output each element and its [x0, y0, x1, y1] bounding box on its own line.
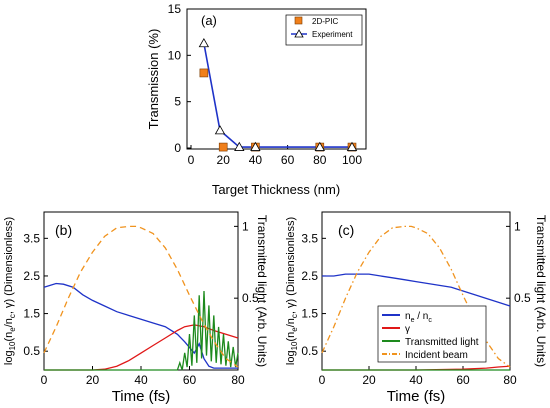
x-tick-label-60: 60 [456, 373, 470, 387]
panel-c-label: (c) [338, 222, 354, 238]
panel-c-left-ticks: 0.5 1.5 2.5 3.5 [301, 231, 326, 358]
panel-c-x-ticks: 0 20 40 60 80 [319, 366, 517, 387]
legend-gamma-label: γ [405, 324, 410, 335]
panel-b-label: (b) [55, 222, 72, 238]
panel-a-series [198, 37, 358, 152]
legend-incident-label: Incident beam [405, 350, 468, 361]
experiment-point [250, 141, 261, 151]
ne-nc-line [322, 273, 511, 307]
panel-a-frame [186, 8, 367, 150]
experiment-point [234, 141, 245, 151]
y-tick-label-0: 0 [174, 141, 181, 155]
x-tick-label-0: 0 [319, 373, 326, 387]
2d-pic-point [199, 68, 209, 78]
legend-2d-pic-marker [294, 16, 303, 25]
legend-experiment-marker [294, 29, 304, 38]
left-tick-label-0-5: 0.5 [301, 344, 318, 358]
panel-c-left-axis-label: log10(ne/nc, γ) (Dimensionless) [285, 217, 299, 365]
x-tick-label-60: 60 [183, 373, 197, 387]
panel-c-right-ticks: 0.51 [506, 219, 531, 305]
x-tick-label-40: 40 [134, 373, 148, 387]
panel-b-right-axis-label: Transmitted light (Arb. Units) [255, 215, 269, 367]
x-tick-label-0: 0 [41, 373, 48, 387]
x-tick-label-0: 0 [188, 153, 195, 167]
left-tick-label-2-5: 2.5 [23, 269, 40, 283]
x-tick-label-80: 80 [503, 373, 517, 387]
2d-pic-point [218, 142, 228, 152]
x-tick-label-40: 40 [249, 153, 263, 167]
right-tick-label-1: 1 [514, 219, 521, 233]
panel-a-legend: 2D-PIC Experiment [285, 14, 363, 46]
incident-beam-line [43, 225, 239, 368]
experiment-point [214, 125, 226, 135]
left-tick-label-2-5: 2.5 [301, 269, 318, 283]
panel-a-label: (a) [201, 13, 217, 28]
panel-b: (b) 0 20 40 60 80 0.51.52.53.5 0.51 Time (fs… [3, 211, 269, 405]
panel-c-x-axis-label: Time (fs) [387, 388, 446, 405]
left-tick-label-1-5: 1.5 [301, 307, 318, 321]
panel-b-x-axis-label: Time (fs) [112, 388, 171, 405]
panel-a-x-ticks: 0 20 40 60 80 100 [188, 145, 362, 167]
panel-c-right-axis-label: Transmitted light (Arb. Units) [534, 215, 548, 367]
panel-b-x-ticks: 0 20 40 60 80 [41, 366, 245, 387]
right-tick-label-1: 1 [242, 219, 249, 233]
panel-b-frame [43, 211, 239, 371]
legend-transmitted-label: Transmitted light [405, 337, 479, 348]
legend-2d-pic-label: 2D-PIC [312, 17, 338, 26]
experiment-line [203, 43, 352, 148]
panel-b-series [43, 225, 239, 371]
x-tick-label-20: 20 [86, 373, 100, 387]
x-tick-label-20: 20 [217, 153, 231, 167]
y-tick-label-5: 5 [174, 95, 181, 109]
panel-a-y-axis-label: Transmission (%) [146, 29, 161, 130]
x-tick-label-80: 80 [231, 373, 245, 387]
experiment-point [346, 141, 358, 151]
panel-c-legend: ne / nc γ Transmitted light Incident bea… [377, 305, 487, 363]
panel-b-right-ticks: 0.51 [234, 219, 259, 305]
x-tick-label-100: 100 [342, 153, 362, 167]
panel-a: (a) 0 20 40 60 80 100 0 5 10 15 Target Thickness… [146, 2, 367, 197]
y-tick-label-15: 15 [168, 2, 182, 16]
experiment-point [198, 37, 210, 48]
panel-a-x-axis-label: Target Thickness (nm) [212, 182, 340, 197]
transmitted-light-line [44, 290, 239, 371]
panel-c: (c) 0 20 40 60 80 0.51.52.53.5 0.51 Time (fs… [285, 211, 548, 405]
left-tick-label-3-5: 3.5 [301, 231, 318, 245]
x-tick-label-40: 40 [409, 373, 423, 387]
left-tick-label-0-5: 0.5 [23, 344, 40, 358]
right-tick-label-0-5: 0.5 [514, 291, 531, 305]
ne-nc-line [43, 282, 238, 369]
right-tick-label-0-5: 0.5 [242, 291, 259, 305]
left-tick-label-3-5: 3.5 [23, 231, 40, 245]
series-line [44, 324, 239, 371]
panel-b-left-ticks: 0.5 1.5 2.5 3.5 [23, 231, 48, 358]
panel-c-legend-box [377, 305, 487, 363]
x-tick-label-80: 80 [313, 153, 327, 167]
experiment-point [314, 141, 325, 151]
panel-b-left-axis-label: log10(ne/nc, γ) (Dimensionless) [3, 217, 17, 365]
x-tick-label-60: 60 [281, 153, 295, 167]
panel-a-y-ticks: 0 5 10 15 [168, 2, 191, 155]
left-tick-label-1-5: 1.5 [23, 307, 40, 321]
y-tick-label-10: 10 [168, 48, 182, 62]
x-tick-label-20: 20 [362, 373, 376, 387]
legend-experiment-label: Experiment [312, 30, 353, 39]
